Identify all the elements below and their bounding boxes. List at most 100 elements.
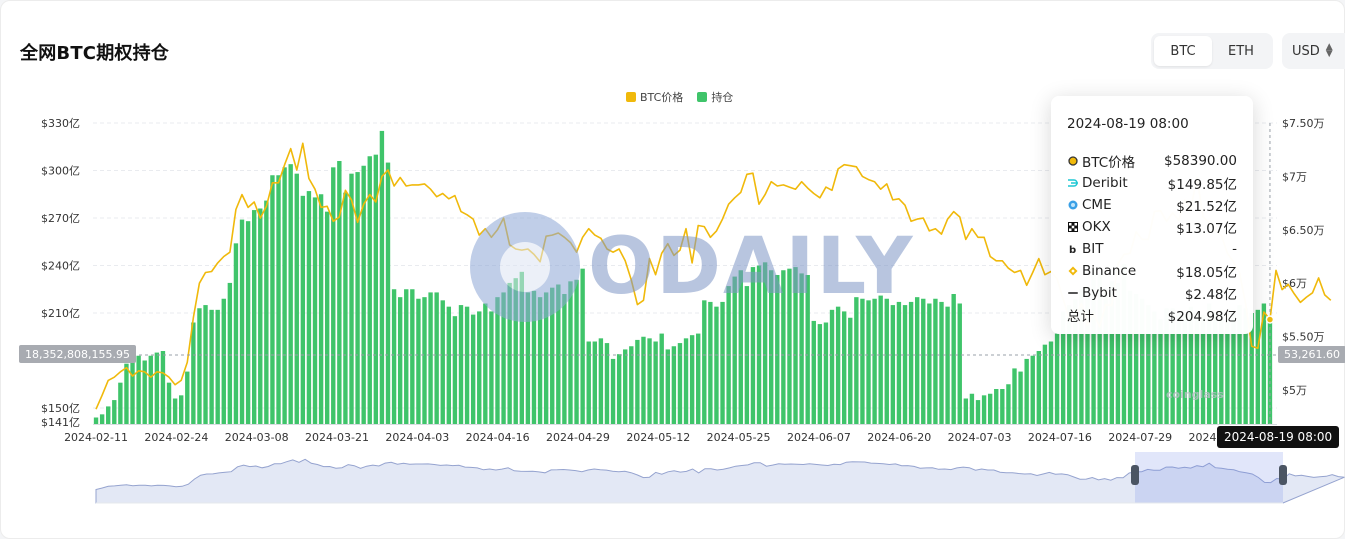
oi-bar — [464, 306, 470, 424]
oi-bar — [191, 322, 196, 424]
oi-bar — [732, 276, 737, 424]
oi-bar — [93, 417, 99, 424]
oi-bar — [805, 275, 810, 424]
asset-toggle[interactable]: BTC ETH — [1151, 33, 1273, 69]
left-axis-tick: $330亿 — [41, 117, 80, 130]
oi-bar — [397, 297, 403, 424]
crosshair-date: 2024-08-19 08:00 — [1217, 426, 1340, 448]
tooltip-name: CME — [1082, 197, 1112, 213]
oi-bar — [239, 219, 245, 424]
chart-tooltip: 2024-08-19 08:00 BTC价格 $58390.00 Deribit… — [1051, 96, 1253, 334]
svg-text:b: b — [1069, 245, 1076, 254]
oi-bar — [1024, 358, 1029, 424]
oi-bar — [270, 175, 275, 424]
oi-bar — [629, 346, 634, 424]
oi-bar — [197, 308, 202, 424]
navigator-right-handle[interactable] — [1279, 465, 1287, 485]
oi-bar — [671, 346, 677, 424]
oi-bar — [775, 275, 780, 424]
oi-bar — [112, 400, 117, 424]
oi-bar — [106, 406, 111, 424]
oi-bar — [848, 317, 853, 424]
tooltip-row: Deribit $149.85亿 — [1067, 172, 1237, 194]
x-axis-tick: 2024-05-25 — [707, 431, 771, 444]
oi-bar — [902, 305, 908, 424]
oi-bar — [1091, 268, 1096, 424]
tooltip-value: $58390.00 — [1163, 153, 1237, 169]
oi-bar — [379, 130, 385, 424]
oi-bar — [416, 298, 421, 424]
oi-bar — [331, 167, 336, 425]
navigator-left-handle[interactable] — [1131, 465, 1139, 485]
oi-bar — [677, 343, 683, 424]
tooltip-name: Bybit — [1082, 285, 1117, 301]
oi-bar — [264, 200, 269, 424]
oi-bar — [927, 303, 932, 424]
x-axis-tick: 2024-07-16 — [1028, 431, 1092, 444]
oi-bar — [1067, 305, 1072, 424]
left-axis-tick: $300亿 — [41, 165, 80, 178]
oi-bar — [823, 322, 829, 424]
oi-bar — [1261, 303, 1267, 424]
oi-bar — [519, 271, 525, 424]
x-axis-tick: 2024-04-16 — [466, 431, 530, 444]
legend-item-price[interactable]: BTC价格 — [626, 89, 683, 105]
oi-bar — [1079, 289, 1084, 424]
tooltip-name: BTC价格 — [1082, 155, 1136, 171]
x-axis-tick: 2024-03-21 — [305, 431, 369, 444]
oi-bar — [312, 197, 318, 424]
oi-bar — [251, 210, 257, 424]
tooltip-row: CME $21.52亿 — [1067, 194, 1237, 216]
tooltip-value: $2.48亿 — [1184, 287, 1237, 303]
oi-bar — [866, 300, 871, 424]
tab-eth[interactable]: ETH — [1228, 43, 1254, 59]
oi-bar — [562, 294, 567, 424]
oi-bar — [1097, 273, 1102, 424]
oi-bar — [1267, 320, 1273, 424]
oi-bar — [586, 341, 591, 424]
oi-bar — [525, 292, 531, 424]
oi-bar — [835, 306, 841, 424]
deribit-icon — [1067, 178, 1079, 188]
legend-item-oi[interactable]: 持仓 — [697, 89, 733, 105]
oi-bar — [349, 173, 354, 424]
oi-bar — [1036, 351, 1042, 424]
oi-bar — [185, 371, 190, 424]
tooltip-value: $149.85亿 — [1167, 177, 1237, 193]
legend-label-oi: 持仓 — [711, 91, 734, 104]
oi-bar — [890, 305, 896, 424]
oi-bar — [665, 349, 670, 424]
oi-bar — [1030, 355, 1035, 424]
oi-bar — [683, 338, 689, 424]
oi-bar — [914, 297, 920, 424]
oi-bar — [574, 279, 579, 424]
oi-bar — [1206, 303, 1212, 424]
x-axis-tick: 2024-04-29 — [546, 431, 610, 444]
chart-legend: BTC价格 持仓 — [626, 89, 733, 105]
oi-bar — [1000, 389, 1005, 424]
tooltip-name: OKX — [1082, 219, 1111, 235]
right-axis-tick: $6万 — [1282, 277, 1307, 290]
btc-dot-icon — [1067, 156, 1079, 166]
crosshair-left-value: 18,352,808,155.95 — [19, 345, 136, 363]
oi-bar — [896, 301, 902, 424]
oi-bar — [817, 324, 823, 424]
oi-bar — [921, 298, 926, 424]
right-axis-tick: $7万 — [1282, 170, 1307, 183]
oi-bar — [422, 297, 427, 424]
oi-bar — [659, 333, 664, 424]
oi-bar — [324, 211, 330, 424]
oi-bar — [1237, 305, 1242, 424]
oi-bar — [148, 355, 153, 424]
oi-bar — [610, 358, 616, 424]
x-axis-tick: 2024-06-07 — [787, 431, 851, 444]
oi-bar — [233, 243, 239, 424]
oi-bar — [1054, 333, 1060, 424]
oi-bar — [477, 311, 482, 424]
oi-bar — [908, 301, 914, 424]
currency-select[interactable]: USD ▲ ▼ — [1282, 33, 1345, 69]
tooltip-value: - — [1232, 241, 1237, 257]
tab-btc[interactable]: BTC — [1154, 36, 1212, 66]
tooltip-row-total: 总计 $204.98亿 — [1067, 304, 1237, 326]
